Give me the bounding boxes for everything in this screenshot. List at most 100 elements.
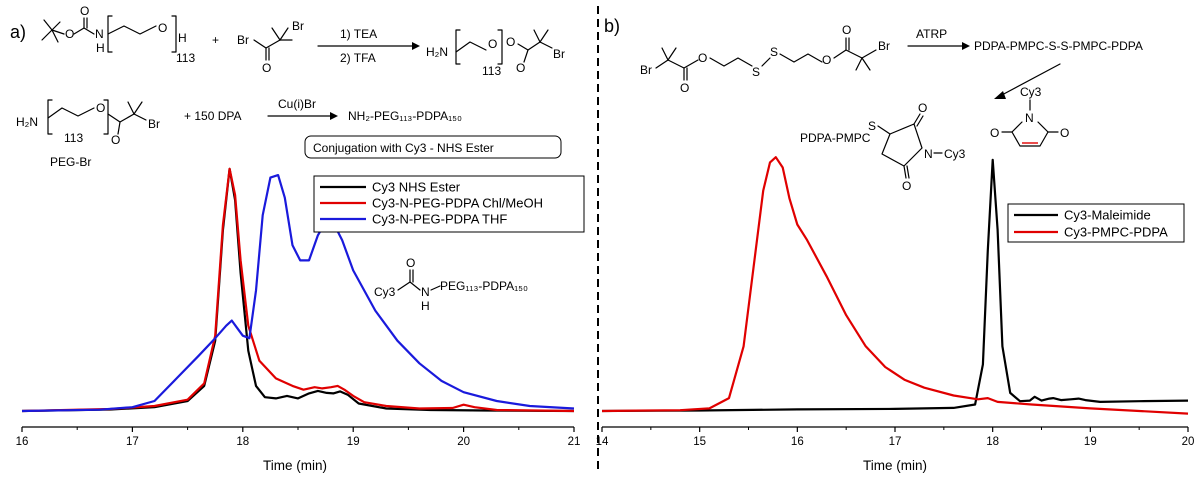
product-sub-113: 113 xyxy=(482,64,501,78)
panel-a-label: a) xyxy=(10,22,26,42)
chart-a-axes: 16 17 18 19 20 21 xyxy=(16,426,581,448)
conj-o2: O xyxy=(902,179,911,193)
bibb-structure: Br O Br xyxy=(237,19,304,75)
pegbr-h2n: H₂N xyxy=(16,115,38,129)
chart-b-series xyxy=(601,156,1189,415)
disulfide-product-label: PDPA-PMPC-S-S-PMPC-PDPA xyxy=(974,39,1143,53)
product-br: Br xyxy=(553,47,565,61)
x-tick-label: 17 xyxy=(889,436,902,448)
inset-chain: PEG₁₁₃-PDPA₁₅₀ xyxy=(440,279,528,293)
inset-n: N xyxy=(421,285,430,299)
boc-carbonyl-o: O xyxy=(80,4,89,18)
conj-o1: O xyxy=(918,101,927,115)
legend-label-3: Cy3-N-PEG-PDPA THF xyxy=(372,212,507,227)
boc-sub-113: 113 xyxy=(176,51,195,65)
boc-nh: H xyxy=(96,41,105,55)
series-line-2 xyxy=(21,167,575,413)
init-s1: S xyxy=(752,65,760,79)
panel-b-label: b) xyxy=(604,16,620,36)
init-carbonyl-o2: O xyxy=(842,23,851,37)
pegbr-sub-113: 113 xyxy=(64,131,83,145)
mal-cy3: Cy3 xyxy=(1020,85,1042,99)
init-ester-o1: O xyxy=(698,51,707,65)
series-line-2 xyxy=(601,156,1189,415)
init-br-right: Br xyxy=(878,39,890,53)
product-ester-o: O xyxy=(506,35,515,49)
inset-h: H xyxy=(421,299,430,313)
series-line-1 xyxy=(601,158,1189,413)
product-h2n: H₂N xyxy=(426,45,448,59)
conjugation-box xyxy=(304,135,562,159)
dpa-monomer: + 150 DPA xyxy=(184,109,241,123)
conj-cy3: Cy3 xyxy=(944,147,966,161)
amine-peg-br-structure: H₂N O 113 O O Br xyxy=(426,29,565,78)
x-tick-label: 15 xyxy=(693,436,706,448)
conj-left-chain: PDPA-PMPC xyxy=(800,131,871,145)
init-br-left: Br xyxy=(640,63,652,77)
legend-label-2: Cy3-PMPC-PDPA xyxy=(1064,225,1168,240)
boc-o: O xyxy=(65,27,74,41)
x-tick-label: 17 xyxy=(126,436,139,448)
plus-sign: + xyxy=(212,33,219,47)
conj-n: N xyxy=(924,147,933,161)
init-carbonyl-o1: O xyxy=(680,81,689,95)
bibb-br: Br xyxy=(292,19,304,33)
mal-n: N xyxy=(1025,111,1034,125)
legend-label-1: Cy3 NHS Ester xyxy=(372,180,461,195)
panel-a-scheme: a) O O N H O H 113 + Br xyxy=(10,4,565,169)
legend-label-1: Cy3-Maleimide xyxy=(1064,208,1151,223)
step1-reagent-tfa: 2) TFA xyxy=(340,51,376,65)
x-tick-label: 18 xyxy=(986,436,999,448)
pegbr-o: O xyxy=(96,101,105,115)
conjugation-label: Conjugation with Cy3 - NHS Ester xyxy=(313,141,494,155)
x-tick-label: 19 xyxy=(1084,436,1097,448)
chart-b-axes: 14 15 16 17 18 19 20 xyxy=(596,426,1195,448)
inset-cy3: Cy3 xyxy=(374,285,396,299)
peg-br-label: PEG-Br xyxy=(50,155,91,169)
chart-b-xlabel: Time (min) xyxy=(863,458,927,473)
x-tick-label: 20 xyxy=(457,436,470,448)
product-carbonyl-o: O xyxy=(516,61,525,75)
x-tick-label: 14 xyxy=(596,436,609,448)
x-tick-label: 16 xyxy=(16,436,29,448)
chart-a: 16 17 18 19 20 21 Cy3 NHS EsterCy3-N-PEG-PDPA… xyxy=(16,167,585,473)
x-tick-label: 16 xyxy=(791,436,804,448)
x-tick-label: 19 xyxy=(347,436,360,448)
inset-o: O xyxy=(406,256,415,270)
bibb-o: O xyxy=(262,61,271,75)
disulfide-initiator-structure: Br O O S S O O Br xyxy=(640,23,890,95)
boc-n: N xyxy=(95,27,104,41)
legend-box xyxy=(313,175,585,233)
legend-box xyxy=(1007,203,1185,243)
chart-b: 14 15 16 17 18 19 20 Cy3-Maleimide Cy3-PMPC-PDP… xyxy=(596,156,1195,473)
boc-h-terminal: H xyxy=(178,31,187,45)
atrp-product-label: NH₂-PEG₁₁₃-PDPA₁₅₀ xyxy=(348,109,462,123)
pegbr-br: Br xyxy=(148,117,160,131)
cy3-amide-inset: Cy3 O N H PEG₁₁₃-PDPA₁₅₀ xyxy=(374,256,528,313)
chart-a-xlabel: Time (min) xyxy=(263,458,327,473)
atrp-label: ATRP xyxy=(916,27,947,41)
x-tick-label: 20 xyxy=(1182,436,1195,448)
panel-b-scheme: b) Br O O S S O O Br xyxy=(604,16,1143,193)
boc-peg-structure: O O N H O H 113 xyxy=(41,4,195,65)
x-tick-label: 18 xyxy=(236,436,249,448)
pegbr-carbonyl-o: O xyxy=(111,133,120,147)
peg-o: O xyxy=(158,21,167,35)
thiosuccinimide-conjugate: PDPA-PMPC S O N Cy3 O xyxy=(800,101,966,193)
bibb-br-acyl: Br xyxy=(237,33,249,47)
conj-s: S xyxy=(868,119,876,133)
mal-o2: O xyxy=(1060,126,1069,140)
init-ester-o2: O xyxy=(822,53,831,67)
x-tick-label: 21 xyxy=(568,436,581,448)
product-peg-o: O xyxy=(488,37,497,51)
mal-o1: O xyxy=(990,126,999,140)
legend-label-2: Cy3-N-PEG-PDPA Chl/MeOH xyxy=(372,196,543,211)
chart-a-series xyxy=(21,167,575,413)
series-line-3 xyxy=(21,174,575,413)
cy3-maleimide-structure: Cy3 N O O xyxy=(990,85,1069,147)
step1-reagent-tea: 1) TEA xyxy=(340,27,377,41)
init-s2: S xyxy=(770,45,778,59)
peg-br-structure: H₂N O 113 O Br PEG-Br xyxy=(16,99,160,169)
